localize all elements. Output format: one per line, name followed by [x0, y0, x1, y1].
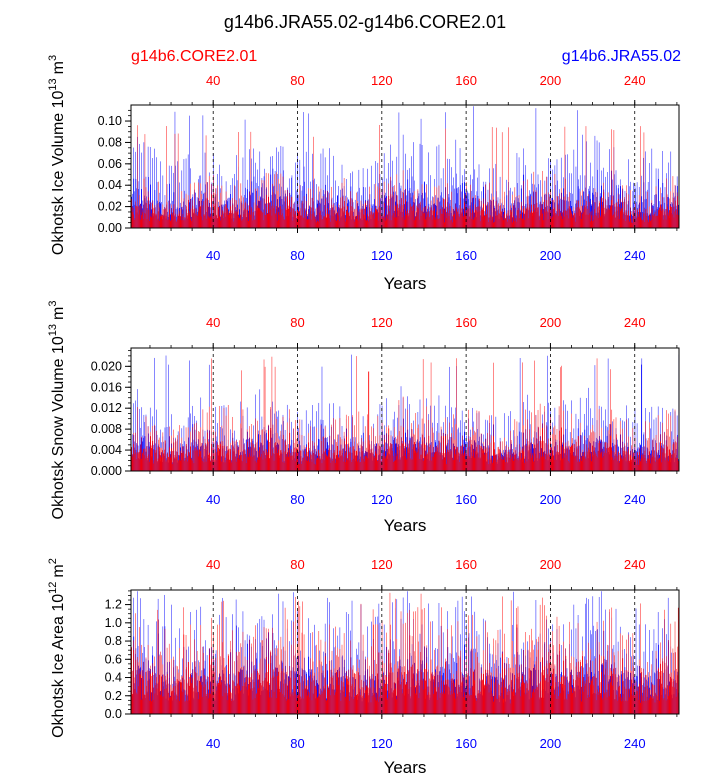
y-tick-label: 0.08	[98, 135, 122, 149]
x-tick-label-top: 160	[455, 315, 477, 330]
panels: 0.00 0.02 0.04 0.06 0.08 0.10 40 40 80 80 120 120 16…	[47, 55, 679, 775]
x-axis-label: Years	[384, 274, 427, 293]
y-tick-label: 0.004	[91, 443, 122, 457]
x-tick-label: 200	[540, 248, 562, 263]
x-tick-label-top: 80	[290, 73, 304, 88]
y-tick-label: 0.008	[91, 422, 122, 436]
x-tick-label-top: 200	[540, 315, 562, 330]
panel-ice-area: 0.00.20.40.60.81.01.24040808012012016016…	[47, 557, 679, 775]
y-tick-label: 0.020	[91, 359, 122, 373]
x-tick-label: 160	[455, 248, 477, 263]
panel-ice-volume: 0.00 0.02 0.04 0.06 0.08 0.10 40 40 80 80 120 120 16…	[47, 55, 679, 293]
y-tick-label: 0.012	[91, 401, 122, 415]
x-tick-label: 160	[455, 492, 477, 507]
legend-core: g14b6.CORE2.01	[131, 48, 257, 65]
x-tick-label: 80	[290, 248, 304, 263]
x-tick-label: 40	[206, 492, 220, 507]
x-tick-label-top: 80	[290, 315, 304, 330]
x-tick-label: 40	[206, 248, 220, 263]
x-tick-label-top: 40	[206, 73, 220, 88]
figure-title: g14b6.JRA55.02-g14b6.CORE2.01	[224, 12, 506, 32]
x-tick-label-top: 120	[371, 315, 393, 330]
y-tick-label: 0.016	[91, 380, 122, 394]
y-tick-label: 0.06	[98, 157, 122, 171]
x-tick-label: 120	[371, 248, 393, 263]
panel-snow-volume: 0.000 0.004 0.008 0.012 0.016 0.020 40 40 80 80 12…	[47, 301, 679, 535]
y-axis-label: Okhotsk Snow Volume 1013m3	[47, 301, 67, 520]
x-tick-label: 200	[540, 492, 562, 507]
x-tick-label-top: 200	[540, 73, 562, 88]
x-tick-label: 120	[371, 492, 393, 507]
y-tick-label: 0.02	[98, 200, 122, 214]
x-tick-label: 240	[624, 492, 646, 507]
y-tick-label: 0.000	[91, 464, 122, 478]
x-axis-label: Years	[384, 516, 427, 535]
y-axis-label: Okhotsk Ice Volume 1013m3	[47, 55, 67, 255]
y-tick-label: 0.04	[98, 178, 122, 192]
x-tick-label-top: 120	[371, 73, 393, 88]
y-tick-label: 0.00	[98, 221, 122, 235]
x-tick-label-top: 240	[624, 73, 646, 88]
legend-jra: g14b6.JRA55.02	[562, 48, 681, 65]
x-tick-label: 240	[624, 248, 646, 263]
y-tick-label: 0.10	[98, 114, 122, 128]
x-tick-label: 80	[290, 492, 304, 507]
x-tick-label-top: 240	[624, 315, 646, 330]
series-core	[131, 125, 679, 228]
x-tick-label-top: 160	[455, 73, 477, 88]
x-tick-label-top: 40	[206, 315, 220, 330]
